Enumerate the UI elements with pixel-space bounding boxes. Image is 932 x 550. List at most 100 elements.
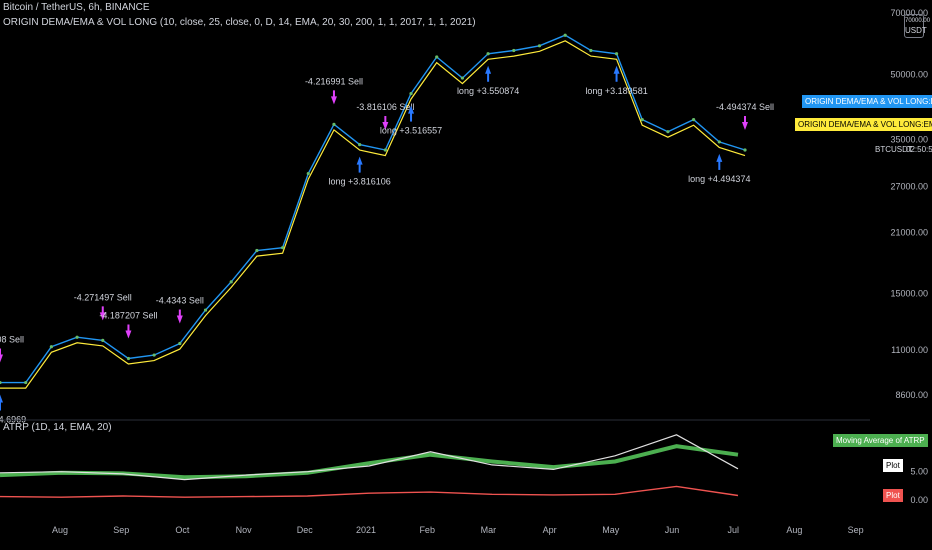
price-point [383, 148, 387, 152]
time-tick-label: Nov [236, 525, 253, 535]
long-label: long +3.189581 [585, 86, 647, 96]
price-tick-label: 50000.00 [890, 69, 928, 79]
sell-label: -4.4343 Sell [156, 296, 204, 306]
sell-label: -3.816106 Sell [356, 102, 414, 112]
dema-badge: ORIGIN DEMA/EMA & VOL LONG:DEMA [802, 95, 932, 108]
price-point [409, 91, 413, 96]
price-point [152, 353, 156, 357]
price-point [306, 171, 310, 176]
price-point [666, 130, 670, 134]
sell-arrow [330, 96, 337, 105]
time-tick-label: Dec [297, 525, 314, 535]
atrp-pane [0, 434, 739, 498]
price-point [486, 52, 490, 56]
price-point [49, 345, 53, 349]
time-tick-label: Sep [113, 525, 129, 535]
currency-price: 70000.00 [905, 18, 931, 24]
price-point [692, 118, 696, 122]
price-point [640, 118, 644, 122]
long-label: long +3.550874 [457, 86, 519, 96]
currency-code: USDT [905, 26, 927, 35]
price-tick-label: 8600.00 [895, 390, 928, 400]
price-point [229, 280, 233, 284]
time-tick-label: Mar [481, 525, 497, 535]
price-point [75, 335, 79, 339]
long-label: long +3.516557 [380, 126, 442, 136]
price-tick-label: 11000.00 [891, 345, 928, 355]
price-point [358, 142, 362, 147]
price-point [589, 48, 593, 53]
atrp-tick-label: 5.00 [910, 467, 928, 477]
currency-button[interactable]: 70000.00 USDT [904, 14, 931, 38]
time-tick-label: Apr [543, 525, 557, 535]
price-point [24, 380, 28, 385]
strategy-title[interactable]: ORIGIN DEMA/EMA & VOL LONG (10, close, 2… [3, 17, 476, 28]
price-point [280, 246, 285, 250]
ema-line [0, 40, 746, 389]
time-tick-label: Jun [665, 525, 680, 535]
signal-annotations: -4.9308 Sell -4.271497 Sell -4.187207 Sell… [0, 65, 774, 425]
symbol-badge: BTCUSDT [875, 145, 913, 154]
price-tick-label: 35000.00 [890, 134, 928, 144]
price-tick-label: 15000.00 [890, 289, 928, 299]
sell-arrow [176, 315, 183, 324]
price-point [563, 33, 567, 37]
price-tick-label: 21000.00 [890, 227, 928, 237]
time-tick-label: 2021 [356, 525, 376, 535]
time-axis: Aug Sep Oct Nov Dec 2021 Feb Mar Apr May Jun Jul Aug… [52, 525, 864, 535]
long-arrow [613, 65, 620, 74]
long-arrow [356, 156, 363, 165]
price-point [203, 308, 208, 312]
sell-arrow [99, 312, 106, 321]
time-tick-label: Feb [419, 525, 435, 535]
price-point [0, 380, 2, 385]
lower-plot-line [0, 485, 739, 498]
long-arrow [485, 65, 492, 74]
time-tick-label: Aug [786, 525, 802, 535]
long-label: long +4.494374 [688, 174, 750, 184]
price-tick-label: 70000.00 [890, 8, 928, 18]
time-tick-label: May [602, 525, 620, 535]
atrp-title[interactable]: ATRP (1D, 14, EMA, 20) [3, 422, 112, 433]
atrp-tick-label: 0.00 [910, 495, 928, 505]
time-tick-label: Sep [848, 525, 864, 535]
price-point [717, 140, 721, 144]
long-arrow [408, 105, 415, 114]
sell-arrow [382, 122, 389, 131]
price-point [743, 148, 747, 152]
time-tick-label: Jul [727, 525, 739, 535]
ma-badge: Moving Average of ATRP [833, 434, 928, 447]
sell-label: -4.187207 Sell [99, 310, 157, 320]
sell-label: -4.9308 Sell [0, 335, 24, 345]
price-point [332, 122, 336, 126]
price-point [614, 52, 619, 56]
price-tick-label: 27000.00 [890, 182, 928, 192]
time-tick-label: Oct [175, 525, 190, 535]
atrp-ma-line [0, 444, 739, 480]
ema-badge: ORIGIN DEMA/EMA & VOL LONG:EMA [795, 118, 932, 131]
sell-arrow [125, 330, 132, 339]
price-point [460, 76, 465, 80]
sell-label: -4.271497 Sell [74, 292, 132, 302]
price-point [126, 356, 131, 361]
price-point [537, 44, 542, 48]
long-arrow [716, 153, 723, 162]
dema-line [0, 34, 746, 384]
atrp-line [0, 434, 739, 481]
sell-arrow [0, 354, 3, 363]
price-point [255, 248, 259, 253]
sell-label: -4.216991 Sell [305, 76, 363, 86]
time-tick-label: Aug [52, 525, 68, 535]
price-point [178, 341, 182, 346]
long-label: long +3.816106 [328, 177, 390, 187]
price-pane [0, 33, 747, 389]
price-point [435, 55, 439, 59]
plot-badge-1: Plot [883, 459, 903, 472]
sell-label: -4.494374 Sell [716, 102, 774, 112]
time-badge: 02:50:57 [906, 145, 932, 154]
price-point [512, 48, 516, 53]
symbol-title[interactable]: Bitcoin / TetherUS, 6h, BINANCE [3, 2, 150, 13]
price-axis: 70000.00 50000.00 35000.00 27000.00 21000.00… [890, 8, 928, 400]
price-point [101, 338, 105, 342]
